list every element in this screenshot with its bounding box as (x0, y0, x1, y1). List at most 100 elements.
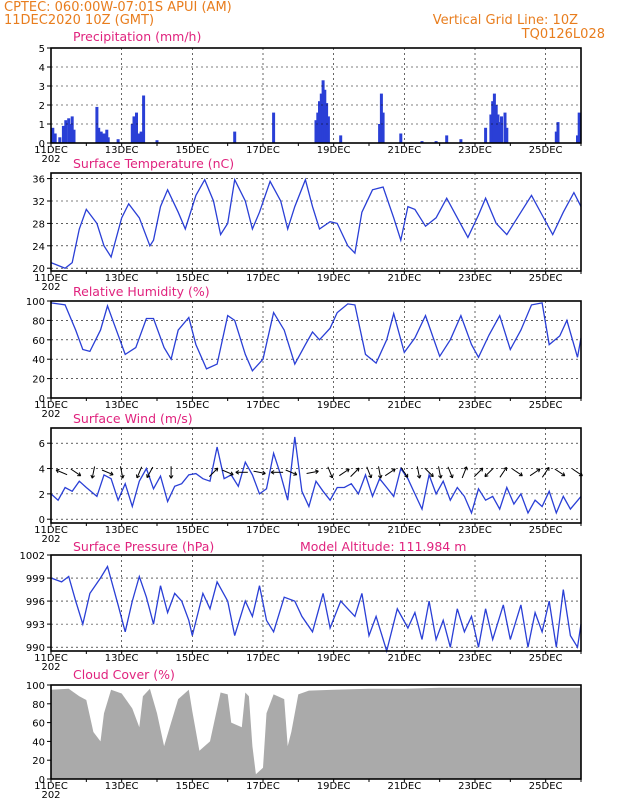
rh-ytick-label: 100 (26, 297, 45, 308)
precip-ytick-label: 3 (39, 82, 45, 93)
precip-bar (53, 133, 57, 143)
wind-arrow-head (90, 474, 95, 479)
precip-bar (137, 133, 141, 143)
precip-bar (577, 112, 581, 143)
wind-xtick-label: 25DEC (529, 525, 563, 536)
pressure-xtick-label: 25DEC (529, 653, 563, 664)
precip-bar (72, 129, 76, 143)
wind-arrow (484, 467, 494, 477)
wind-arrow-head (391, 468, 396, 473)
rh-ytick-label: 40 (32, 355, 45, 366)
rh-xtick-label: 15DEC (175, 400, 209, 411)
precip-bar (325, 103, 329, 143)
header-location: CPTEC: 060:00W-07:01S APUI (AM) (4, 0, 232, 15)
wind-arrow (306, 470, 319, 474)
wind-arrow-head (545, 466, 550, 471)
temp-xtick-label: 21DEC (387, 273, 421, 284)
pressure-ytick-label: 996 (26, 597, 45, 608)
precip-bar (500, 116, 503, 143)
wind-arrow-head (438, 474, 443, 479)
wind-frame (50, 427, 582, 524)
precip-bar (554, 131, 558, 143)
wind-xtick-label: 23DEC (458, 525, 492, 536)
rh-xtick-label: 25DEC (529, 400, 563, 411)
wind-arrow (136, 466, 143, 479)
precip-xtick-label: 17DEC (246, 145, 280, 156)
precip-bar (420, 141, 424, 143)
precip-bar (498, 122, 502, 143)
cloud-xtick-label: 23DEC (458, 781, 492, 792)
precip-xtick-label: 23DEC (458, 145, 492, 156)
rh-xtick-label: 11DEC (34, 400, 68, 411)
wind-xtick-label: 11DEC (34, 525, 68, 536)
pressure-ytick-label: 993 (26, 620, 45, 631)
wind-arrow (146, 466, 154, 478)
precip-bar (323, 89, 327, 143)
temp-xtick-label: 15DEC (175, 273, 209, 284)
cloud-ytick-label: 80 (32, 700, 45, 711)
precip-bar (496, 114, 500, 143)
wind-arrow (438, 466, 442, 479)
precip-ytick-label: 1 (39, 120, 45, 131)
precip-bar (68, 124, 72, 143)
wind-arrow (120, 466, 124, 479)
wind-arrow-head (77, 472, 82, 477)
rh-xtick-label: 13DEC (105, 400, 139, 411)
precip-bar (233, 131, 237, 143)
precip-bar (503, 112, 507, 143)
wind-arrow (384, 468, 396, 477)
wind-arrow-head (345, 468, 350, 473)
pressure-frame (50, 554, 582, 652)
rh-xtick-label: 23DEC (458, 400, 492, 411)
pressure-xtick-label: 19DEC (317, 653, 351, 664)
precip-bar (139, 131, 143, 143)
rh-xtick-label: 21DEC (387, 400, 421, 411)
title-humidity: Relative Humidity (%) (73, 284, 210, 299)
cloud-ytick-label: 40 (32, 737, 45, 748)
wind-arrow-head (314, 469, 319, 474)
wind-arrow (541, 467, 550, 478)
pressure-line (50, 564, 582, 654)
wind-arrow-head (235, 470, 240, 475)
precip-bar (318, 101, 321, 143)
pressure-xtick-label: 11DEC (34, 653, 68, 664)
precip-bar (378, 124, 382, 143)
precip-bar (492, 93, 496, 143)
cloud-xtick-label: 11DEC (34, 781, 68, 792)
precip-bar (64, 120, 68, 143)
wind-arrow-head (368, 474, 373, 479)
wind-arrow (70, 468, 81, 477)
header-date: 11DEC2020 10Z (GMT) (4, 13, 154, 28)
precip-bar (379, 93, 383, 143)
precip-bar (319, 93, 323, 143)
pressure-ytick-label: 990 (26, 643, 45, 654)
wind-arrow-head (479, 467, 484, 472)
precip-ytick-label: 0 (39, 139, 45, 150)
cloud-xtick-label: 13DEC (105, 781, 139, 792)
precip-bar (505, 127, 509, 143)
wind-arrow-head (429, 473, 434, 478)
wind-arrow-head (416, 474, 422, 479)
wind-arrow (554, 468, 566, 477)
temp-ytick-label: 24 (32, 242, 45, 253)
wind-arrow (253, 470, 266, 474)
wind-arrow-head (293, 471, 298, 476)
wind-arrow-head (503, 466, 508, 471)
precip-ytick-label: 2 (39, 101, 45, 112)
wind-arrow (366, 466, 372, 479)
wind-arrow-head (355, 467, 360, 472)
temp-xtick-label: 23DEC (458, 273, 492, 284)
precip-bar (321, 80, 325, 143)
precip-bar (58, 137, 62, 143)
temp-xtick-label: 25DEC (529, 273, 563, 284)
pressure-year-label: 202 (41, 662, 60, 673)
cloud-xtick-label: 19DEC (317, 781, 351, 792)
rh-ytick-label: 20 (32, 375, 45, 386)
wind-arrow-head (120, 474, 125, 479)
precip-bar (339, 135, 343, 143)
cloud-xtick-label: 21DEC (387, 781, 421, 792)
precip-bar (135, 112, 138, 143)
header-grid-line: Vertical Grid Line: 10Z (433, 13, 578, 28)
cloud-xtick-label: 17DEC (246, 781, 280, 792)
